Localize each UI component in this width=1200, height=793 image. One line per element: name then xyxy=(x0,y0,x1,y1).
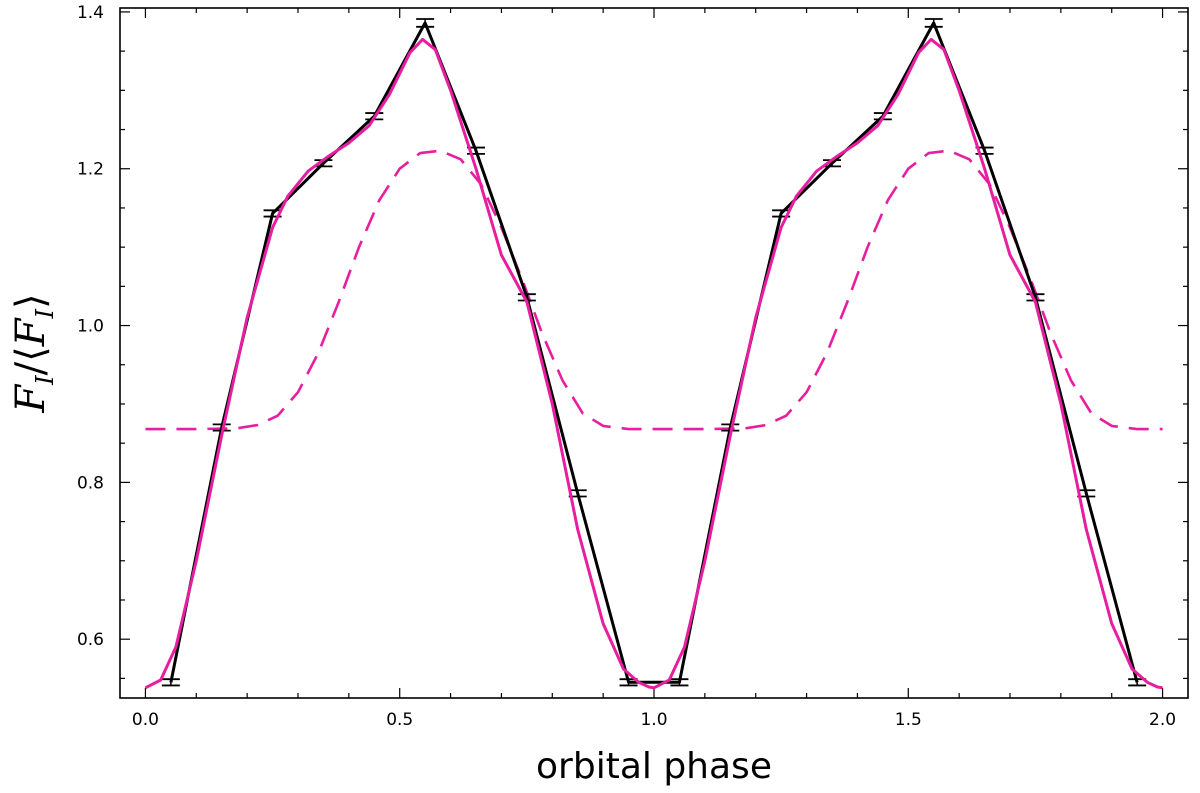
y-axis-label-main: F xyxy=(8,384,54,414)
x-tick-label: 0.0 xyxy=(132,710,159,730)
error-bar-point xyxy=(161,678,180,687)
x-axis-label: orbital phase xyxy=(536,746,772,787)
error-bar-point xyxy=(416,18,435,28)
y-axis-label-sub: I xyxy=(31,375,59,386)
y-tick-label: 1.2 xyxy=(77,160,104,180)
y-axis-label-open: /⟨ xyxy=(8,346,54,375)
error-bar-point xyxy=(924,18,943,28)
y-tick-label: 1.4 xyxy=(77,3,104,23)
series-dashed-line xyxy=(145,149,1163,431)
y-axis-label-close: ⟩ xyxy=(8,293,54,309)
y-axis-label-main-2: F xyxy=(8,317,54,347)
plot-frame xyxy=(119,7,1189,699)
x-tick-label: 1.5 xyxy=(895,710,922,730)
tick-labels: 0.0 0.5 1.0 1.5 2.0 0.6 0.8 1.0 1.2 1.4 xyxy=(77,3,1176,730)
series-model-line xyxy=(144,37,1163,690)
y-axis-label-sub-2: I xyxy=(31,308,59,319)
x-tick-label: 0.5 xyxy=(386,710,413,730)
series-observed-line xyxy=(169,21,1139,684)
y-tick-label: 0.6 xyxy=(77,630,104,650)
series-layer xyxy=(144,18,1163,690)
x-tick-label: 2.0 xyxy=(1149,710,1176,730)
error-bar-point xyxy=(670,678,689,687)
x-tick-label: 1.0 xyxy=(640,710,667,730)
y-tick-label: 1.0 xyxy=(77,317,104,337)
y-axis-label: FI/⟨FI⟩ xyxy=(8,293,59,413)
axis-ticks xyxy=(120,8,1188,698)
y-tick-label: 0.8 xyxy=(77,473,104,493)
